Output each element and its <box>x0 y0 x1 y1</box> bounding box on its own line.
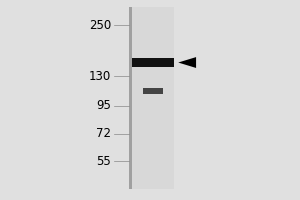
Text: 55: 55 <box>97 155 111 168</box>
Bar <box>129 7 132 189</box>
Text: 95: 95 <box>97 99 111 112</box>
Bar <box>142 88 164 94</box>
Text: 72: 72 <box>96 127 111 140</box>
Bar <box>132 58 174 67</box>
Text: 250: 250 <box>89 19 111 32</box>
Bar <box>132 7 174 189</box>
Text: 130: 130 <box>89 70 111 83</box>
Polygon shape <box>178 57 196 68</box>
